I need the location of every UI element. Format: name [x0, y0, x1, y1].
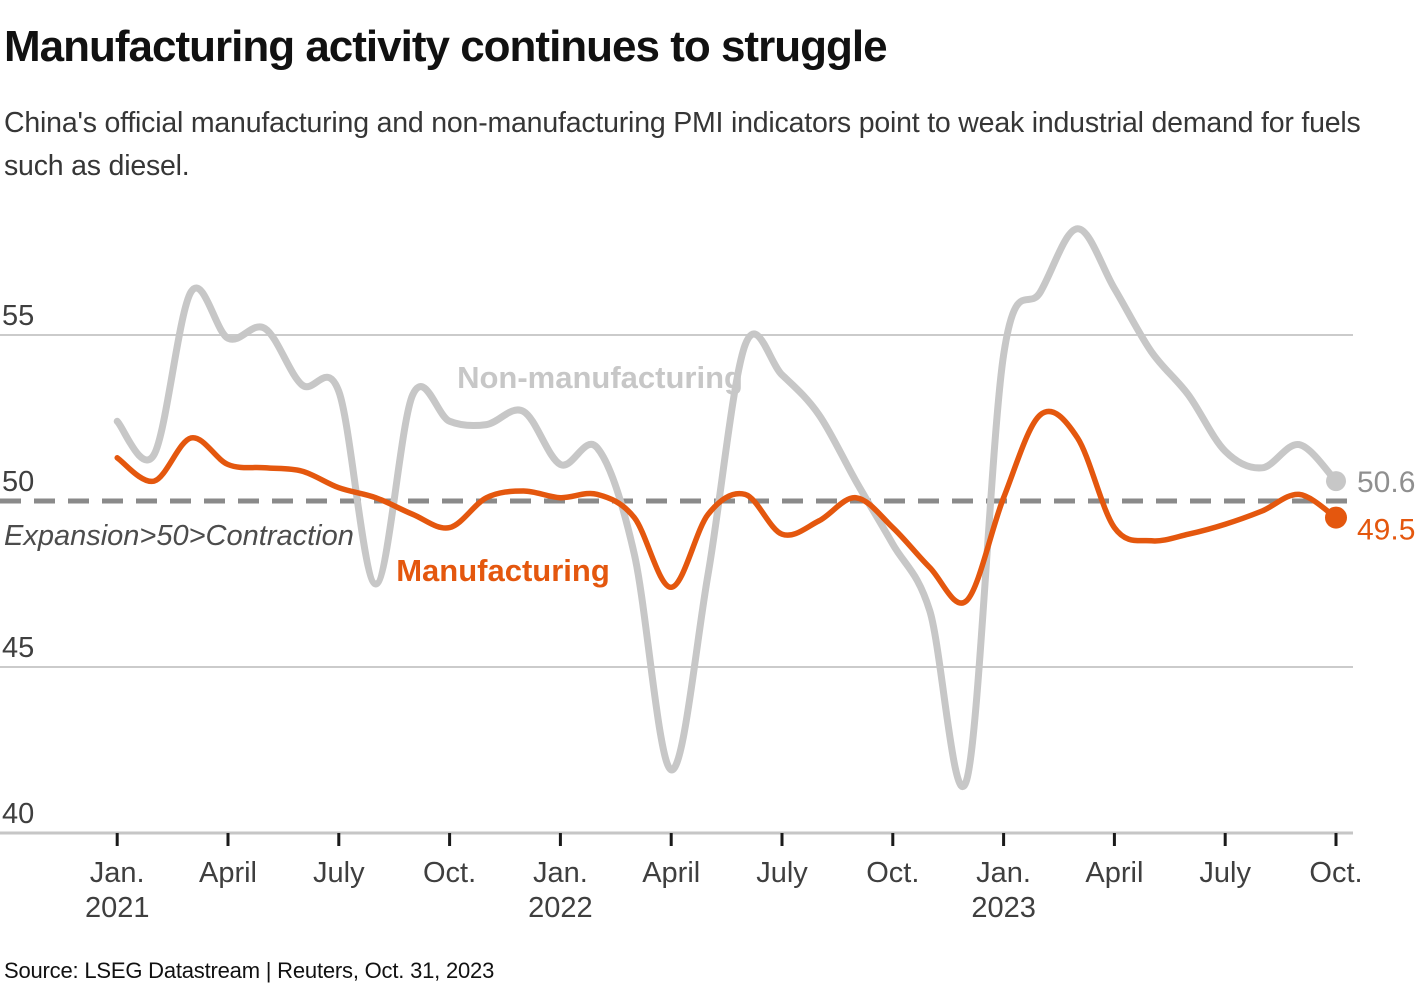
x-tick-label: July: [756, 857, 808, 889]
x-tick-label: Oct.: [1309, 857, 1362, 889]
label-manufacturing: Manufacturing: [396, 553, 610, 588]
x-tick-label: Oct.: [423, 857, 476, 889]
label-expansion-contraction: Expansion>50>Contraction: [4, 520, 354, 552]
x-tick-label: Jan.: [533, 857, 588, 889]
source-note: Source: LSEG Datastream | Reuters, Oct. …: [4, 958, 495, 983]
x-tick-label: April: [642, 857, 700, 889]
y-tick-label-45: 45: [2, 632, 34, 664]
x-tick-label: July: [1199, 857, 1251, 889]
series-end-value-manufacturing: 49.5: [1357, 514, 1415, 547]
x-tick-year-label: 2022: [528, 892, 593, 924]
x-tick-label: Jan.: [976, 857, 1031, 889]
series-line-manufacturing: [114, 408, 1339, 606]
y-tick-label-55: 55: [2, 300, 34, 332]
page-subtitle: China's official manufacturing and non-m…: [4, 107, 1361, 182]
x-tick-label: Oct.: [866, 857, 919, 889]
chart-area: 55 50 45 40 Jan. 2021 April July Oct. Jan. 2022 Apr…: [0, 195, 1420, 940]
series-line-non-manufacturing: [113, 225, 1340, 791]
y-tick-label-50: 50: [2, 466, 34, 498]
x-tick-label: July: [313, 857, 365, 889]
x-tick-year-label: 2021: [85, 892, 150, 924]
x-tick-label: Jan.: [90, 857, 145, 889]
label-non-manufacturing: Non-manufacturing: [457, 360, 743, 395]
page-title: Manufacturing activity continues to stru…: [4, 22, 888, 71]
x-tick-label: April: [1085, 857, 1143, 889]
x-tick-year-label: 2023: [971, 892, 1036, 924]
series-end-value-non-manufacturing: 50.6: [1357, 466, 1415, 499]
series-end-dot-non-manufacturing: [1326, 471, 1346, 492]
series-end-dot-manufacturing: [1325, 506, 1347, 529]
y-tick-label-40: 40: [2, 798, 34, 830]
x-tick-label: April: [199, 857, 257, 889]
